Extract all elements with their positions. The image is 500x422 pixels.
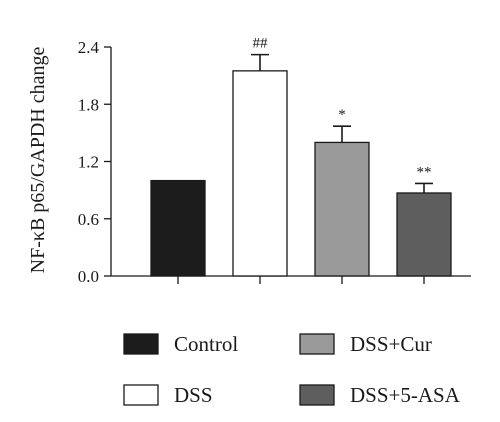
axes: 0.0 0.6 1.2 1.8 2.4 [78, 38, 471, 286]
bar-dss-5-asa [396, 192, 452, 277]
y-tick-label: 2.4 [78, 38, 100, 57]
legend-swatch [123, 333, 159, 355]
significance-label: ## [253, 36, 269, 52]
legend-swatch [123, 384, 159, 406]
legend-label: DSS+Cur [350, 332, 432, 356]
legend-swatch [299, 384, 335, 406]
legend-label: Control [174, 332, 238, 356]
legend: Control DSS DSS+Cur DSS+5-ASA [123, 332, 461, 407]
y-axis-label: NF-κB p65/GAPDH change [27, 47, 49, 274]
significance-label: ** [417, 164, 432, 180]
legend-swatch [299, 333, 335, 355]
bar-dss [232, 70, 288, 277]
significance-label: * [338, 107, 346, 123]
y-tick-label: 1.8 [78, 95, 99, 114]
y-tick-label: 1.2 [78, 153, 99, 172]
bar-control [150, 179, 206, 277]
legend-label: DSS [174, 383, 213, 407]
bar-dss-cur [314, 141, 370, 277]
y-tick-label: 0.0 [78, 267, 99, 286]
y-tick-label: 0.6 [78, 210, 99, 229]
bars: ##*** [150, 36, 452, 277]
legend-label: DSS+5-ASA [350, 383, 461, 407]
